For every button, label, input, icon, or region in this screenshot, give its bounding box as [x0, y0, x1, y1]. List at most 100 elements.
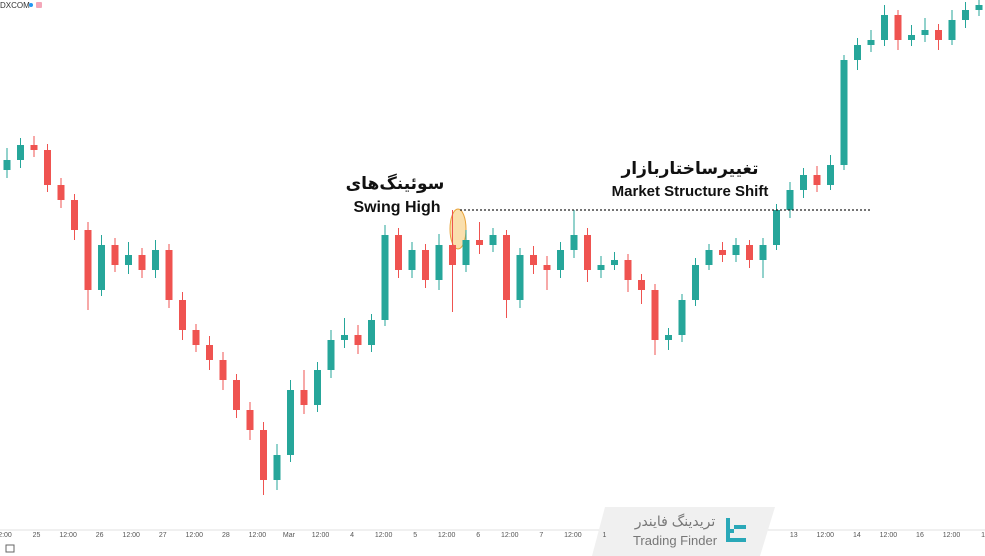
candle-body — [557, 250, 564, 270]
candle-body — [543, 265, 551, 270]
candle-body — [71, 200, 78, 230]
annotation-en: Market Structure Shift — [612, 183, 769, 200]
candle-body — [651, 290, 659, 340]
candle-body — [935, 30, 942, 40]
candle-body — [449, 245, 456, 265]
candle-body — [206, 345, 213, 360]
candle-body — [138, 255, 146, 270]
candle-body — [287, 390, 294, 455]
candle-body — [44, 150, 51, 185]
candle-body — [179, 300, 186, 330]
x-tick-label: 12:00 — [501, 532, 519, 539]
candle-body — [462, 240, 470, 265]
candle-body — [395, 235, 402, 270]
candle-body — [246, 410, 254, 430]
x-tick-label: 12:00 — [375, 532, 393, 539]
candle-body — [273, 455, 281, 480]
x-tick-label: 12:00 — [249, 532, 267, 539]
candle-body — [759, 245, 767, 260]
candle-body — [314, 370, 321, 405]
candle-body — [300, 390, 308, 405]
candle-body — [530, 255, 537, 265]
candle-body — [30, 145, 38, 150]
brand-en: Trading Finder — [633, 533, 718, 548]
candle-body — [233, 380, 240, 410]
x-tick-label: 12:00 — [943, 532, 961, 539]
candle-body — [611, 260, 618, 265]
candle-body — [260, 430, 267, 480]
x-tick-label: 12:00 — [564, 532, 582, 539]
annotation-fa: تغییرساختاربازار — [620, 159, 758, 179]
x-tick-label: 7 — [539, 532, 543, 539]
symbol: DXCOM — [0, 1, 30, 10]
candle-body — [516, 255, 524, 300]
candle-body — [165, 250, 173, 300]
x-tick-label: 26 — [96, 532, 104, 539]
candle-body — [98, 245, 105, 290]
candle-body — [354, 335, 362, 345]
brand-fa: تریدینگ فایندر — [634, 513, 716, 530]
candle-body — [800, 175, 807, 190]
annotation-fa: سوئینگ‌های — [346, 173, 445, 194]
x-tick-label: 12:00 — [186, 532, 204, 539]
candle-body — [125, 255, 132, 265]
x-tick-label: 28 — [222, 532, 230, 539]
candle-body — [894, 15, 902, 40]
candle-body — [773, 210, 780, 245]
candle-body — [584, 235, 591, 270]
candle-body — [152, 250, 159, 270]
x-tick-label: 12:00 — [122, 532, 140, 539]
candle-body — [732, 245, 740, 255]
x-tick-label: 12:00 — [312, 532, 330, 539]
candle-body — [408, 250, 416, 270]
x-tick-label: 5 — [413, 532, 417, 539]
candle-body — [111, 245, 119, 265]
x-tick-label: 13 — [790, 532, 798, 539]
x-tick-label: 12:00 — [438, 532, 456, 539]
x-tick-label: 16 — [916, 532, 924, 539]
x-tick-label: 14 — [853, 532, 861, 539]
candle-body — [840, 60, 848, 165]
candle-body — [975, 5, 983, 10]
x-tick-label: 2:00 — [0, 532, 12, 539]
candle-body — [948, 20, 956, 40]
candle-body — [341, 335, 348, 340]
candle-body — [570, 235, 578, 250]
candle-body — [867, 40, 875, 45]
candle-body — [489, 235, 497, 245]
x-tick-label: 1 — [602, 532, 606, 539]
status-dot — [29, 3, 33, 7]
candle-body — [827, 165, 834, 185]
candle-body — [624, 260, 632, 280]
candle-body — [813, 175, 821, 185]
candle-body — [503, 235, 510, 300]
candle-body — [705, 250, 713, 265]
candle-body — [854, 45, 861, 60]
candle-body — [746, 245, 753, 260]
swing-highlight — [449, 208, 467, 250]
candle-body — [17, 145, 24, 160]
x-tick-label: 6 — [476, 532, 480, 539]
settings-icon[interactable] — [5, 544, 15, 553]
candle-body — [665, 335, 672, 340]
x-tick-label: Mar — [283, 532, 296, 539]
x-tick-label: 1 — [981, 532, 985, 539]
candle-body — [638, 280, 645, 290]
candle-body — [422, 250, 429, 280]
candle-body — [192, 330, 200, 345]
candle-body — [435, 245, 443, 280]
candle-body — [678, 300, 686, 335]
status-icon — [36, 2, 42, 8]
x-tick-label: 4 — [350, 532, 354, 539]
x-tick-label: 25 — [33, 532, 41, 539]
candle-body — [719, 250, 726, 255]
candle-body — [381, 235, 389, 320]
candle-body — [908, 35, 915, 40]
candle-body — [597, 265, 605, 270]
candle-body — [692, 265, 699, 300]
x-tick-label: 12:00 — [59, 532, 77, 539]
x-tick-label: 27 — [159, 532, 167, 539]
candle-body — [921, 30, 929, 35]
